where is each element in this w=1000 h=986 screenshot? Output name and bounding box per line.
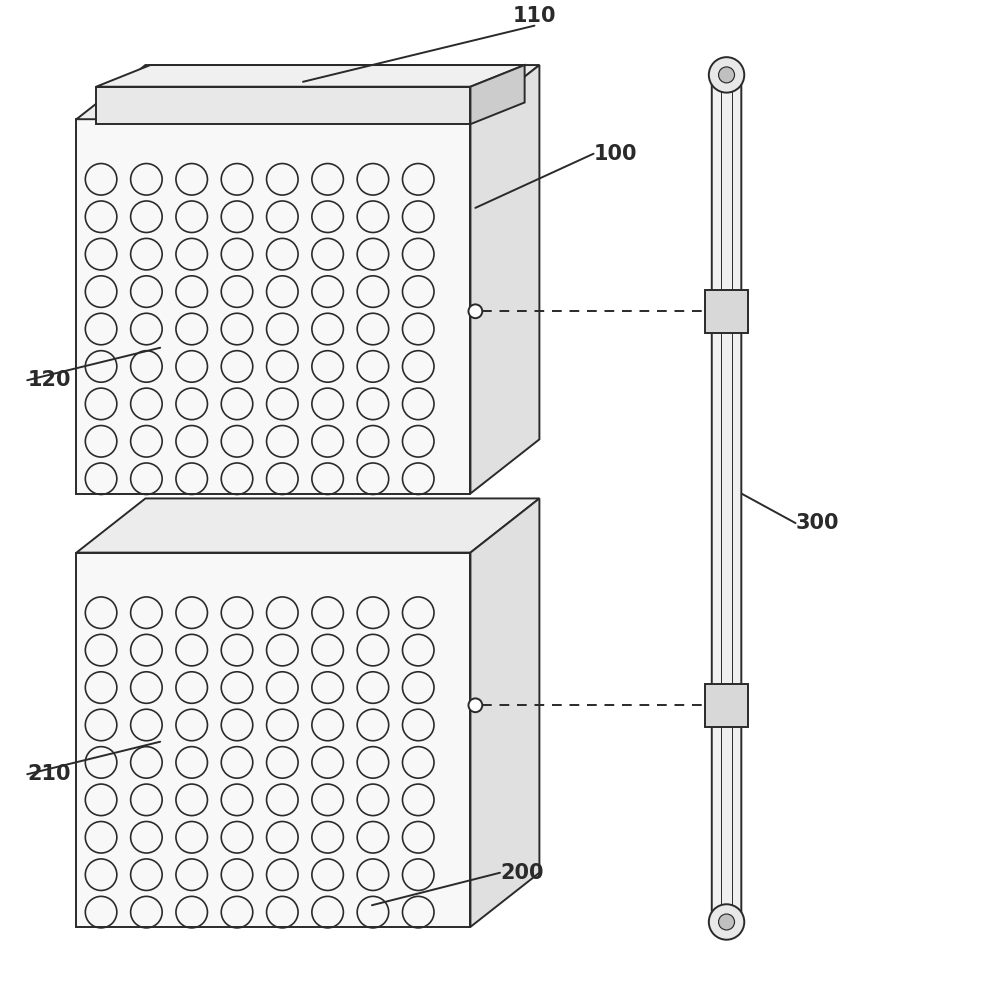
FancyBboxPatch shape [712, 72, 741, 925]
Polygon shape [96, 87, 470, 124]
Polygon shape [470, 65, 539, 494]
Circle shape [709, 57, 744, 93]
Text: 200: 200 [500, 863, 544, 882]
Circle shape [719, 67, 735, 83]
Text: 210: 210 [27, 764, 71, 784]
Circle shape [468, 698, 482, 712]
Polygon shape [470, 65, 525, 124]
Polygon shape [76, 119, 470, 494]
Polygon shape [470, 499, 539, 927]
FancyBboxPatch shape [705, 290, 748, 333]
Polygon shape [96, 65, 525, 87]
Text: 110: 110 [513, 6, 556, 26]
Circle shape [709, 904, 744, 940]
Circle shape [719, 914, 735, 930]
Text: 300: 300 [795, 513, 839, 533]
FancyBboxPatch shape [705, 683, 748, 727]
Polygon shape [76, 65, 539, 119]
Polygon shape [76, 499, 539, 552]
Polygon shape [76, 552, 470, 927]
Circle shape [468, 305, 482, 318]
Text: 120: 120 [27, 370, 71, 390]
Text: 100: 100 [594, 144, 637, 164]
